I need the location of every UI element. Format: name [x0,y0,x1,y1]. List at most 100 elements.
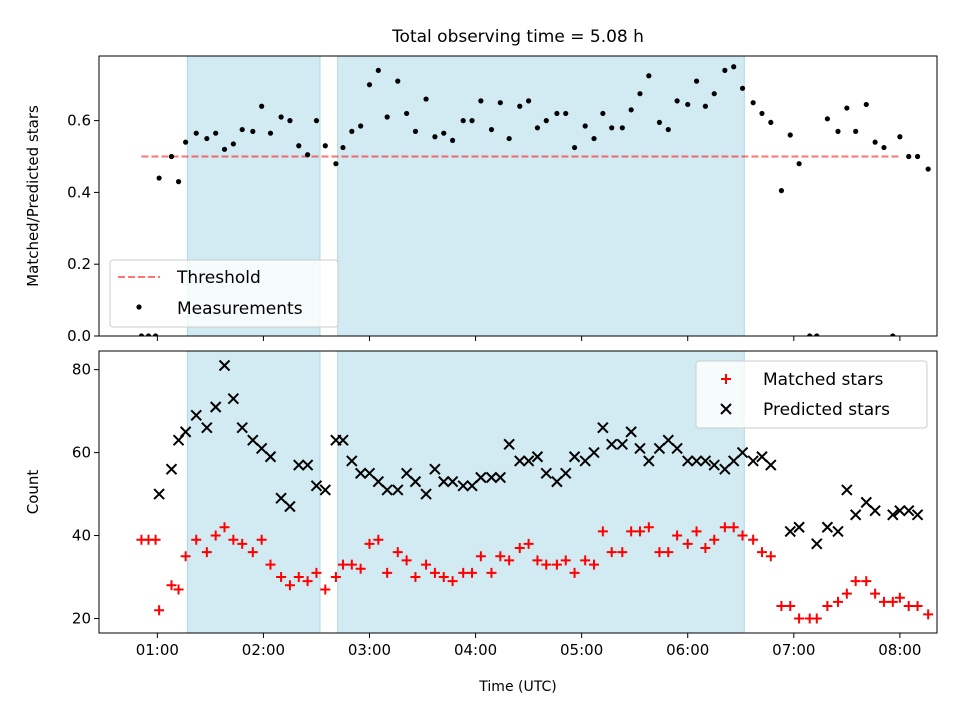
measurement-point [807,333,813,336]
predicted-star-point [363,467,376,480]
measurement-point [824,116,830,122]
measurement-point [768,119,774,126]
predicted-star-point [841,484,853,496]
measurement-point [183,139,189,145]
measurement-point [349,128,355,134]
predicted-star-point [832,525,844,538]
measurement-point [693,78,700,84]
y-tick-label: 40 [72,527,91,545]
measurement-point [787,132,793,138]
observing-interval-shade [337,350,745,634]
matched-star-point [421,559,432,570]
matched-star-point [765,551,776,562]
measurement-point [423,96,429,102]
predicted-star-point [179,426,192,438]
matched-star-point [302,576,313,587]
matched-star-point [447,576,458,587]
matched-star-point [410,572,421,583]
measurement-point [835,128,841,134]
predicted-star-point [736,446,749,459]
measurement-point [221,146,228,152]
measurement-point [571,144,578,151]
matched-star-point [364,538,375,549]
predicted-star-point [821,521,834,533]
legend-measurements-swatch [136,304,142,310]
predicted-star-point [551,475,563,488]
matched-star-point [276,572,287,583]
measurement-point [674,98,680,104]
predicted-star-point [227,392,240,405]
measurement-point [204,135,210,142]
predicted-star-point [719,463,731,475]
ratio-panel: 0.0 0.2 0.4 0.6 Matched/Predicted stars Thres… [24,55,938,345]
predicted-star-point [699,455,712,467]
measurement-point [656,119,663,126]
predicted-star-point [354,467,367,480]
measurement-point [554,110,560,117]
matched-star-point [748,534,759,545]
x-tick-label: 06:00 [666,641,709,659]
predicted-star-point [727,455,740,467]
matched-star-point [154,605,165,616]
predicted-star-point [540,467,552,480]
predicted-star-point [275,492,287,504]
matched-star-point [401,555,412,566]
measurement-point [305,152,311,158]
matched-star-point [832,596,843,607]
matched-star-point [878,596,889,607]
predicted-star-point [420,488,432,500]
matched-star-point [709,534,720,545]
measurement-point [259,103,265,109]
matched-star-point [514,542,525,553]
matched-star-point [532,555,543,566]
measurement-point [665,126,671,133]
x-tick-label: 02:00 [242,641,285,659]
y-axis-label: Count [24,470,42,515]
measurement-point [366,82,373,88]
matched-star-point [541,559,552,570]
measurement-point [412,128,419,134]
predicted-star-point [293,459,305,471]
matched-star-point [560,555,571,566]
measurement-point [609,125,615,131]
matched-star-point [634,526,645,537]
matched-star-point [392,547,403,558]
matched-star-point [682,538,693,549]
predicted-star-point [310,480,323,492]
measurement-point [517,103,523,109]
measurement-point [230,141,236,147]
matched-star-point [811,613,822,624]
predicted-star-point [337,434,349,446]
x-axis-label: Time (UTC) [478,679,556,695]
measurement-point [872,139,878,145]
matched-star-point [737,530,748,541]
measurement-point [333,161,339,167]
measurement-point [145,333,152,336]
measurement-point [358,123,364,129]
matched-star-point [475,551,486,562]
predicted-star-point [597,422,609,434]
measurement-point [796,161,802,167]
matched-star-point [219,522,230,533]
measurement-point [449,137,456,143]
matched-star-point [486,567,497,578]
predicted-star-point [284,500,296,513]
matched-star-point [580,555,591,566]
matched-star-point [617,547,628,558]
x-tick-label: 03:00 [348,641,391,659]
predicted-star-point [708,459,720,471]
measurement-point [685,101,691,108]
matched-star-point [495,551,506,562]
matched-star-point [887,596,898,607]
matched-star-point [210,530,221,541]
measurement-point [914,153,921,160]
matched-star-point [256,534,267,545]
measurement-point [628,107,634,113]
predicted-star-point [301,459,314,471]
matched-star-point [597,526,608,537]
measurement-point [313,118,320,124]
predicted-star-point [860,496,872,509]
measurement-point [138,333,145,336]
predicted-star-point [209,401,222,413]
